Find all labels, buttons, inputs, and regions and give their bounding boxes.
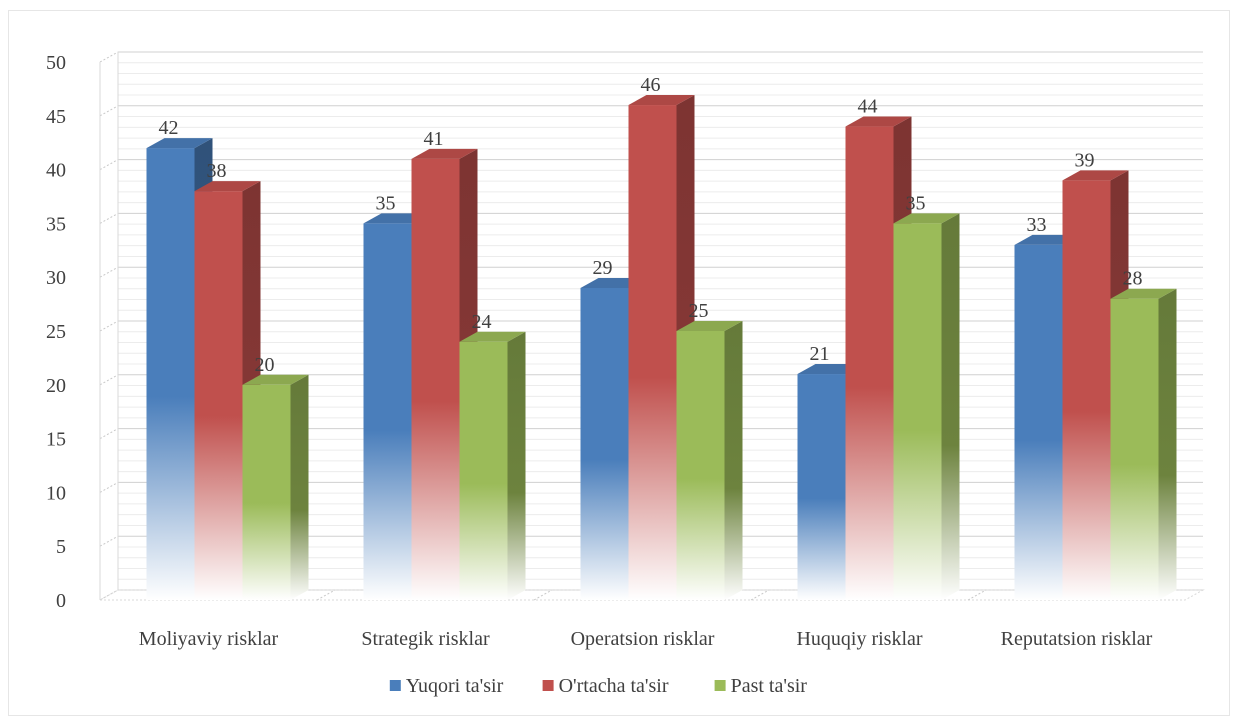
bar-front <box>676 331 725 600</box>
data-label: 35 <box>376 192 396 214</box>
bar-top <box>146 138 213 149</box>
category-divider <box>967 589 987 601</box>
bar-front <box>146 148 195 600</box>
gridline-depth <box>99 212 119 224</box>
bar <box>676 321 743 600</box>
legend: Yuqori ta'sir O'rtacha ta'sir Past ta'sir <box>389 675 808 697</box>
category-divider <box>533 589 553 601</box>
bar <box>459 331 526 600</box>
gridline-depth <box>99 374 119 386</box>
legend-swatch <box>714 680 726 691</box>
data-label: 42 <box>159 117 179 139</box>
legend-item: O'rtacha ta'sir <box>542 675 669 697</box>
bar-top <box>845 116 912 127</box>
y-tick-label: 30 <box>46 267 66 289</box>
bar-side <box>724 321 743 600</box>
data-label: 25 <box>689 300 709 322</box>
data-label: 35 <box>906 192 926 214</box>
bar-top <box>676 321 743 331</box>
axes: 0 5 10 15 20 25 30 35 40 45 50 Moliyaviy risklar Str… <box>46 52 1205 650</box>
data-label: 39 <box>1075 149 1095 171</box>
data-label: 41 <box>424 128 444 150</box>
x-tick-label: Strategik risklar <box>361 628 490 650</box>
bar-front <box>194 191 243 600</box>
legend-label: Past ta'sir <box>731 675 808 697</box>
bar-top <box>1110 288 1177 299</box>
gridline-depth <box>99 589 119 601</box>
bar-front <box>1062 180 1111 601</box>
bar-front <box>580 287 629 600</box>
bar <box>1110 288 1177 600</box>
x-tick-label: Moliyaviy risklar <box>139 628 279 650</box>
x-tick-label: Reputatsion risklar <box>1001 628 1153 650</box>
bar-front <box>797 374 846 600</box>
bar-side <box>290 374 309 600</box>
x-tick-label: Operatsion risklar <box>571 628 715 650</box>
bar-front <box>1014 244 1063 601</box>
bar-side <box>507 331 526 600</box>
y-tick-label: 45 <box>46 106 66 128</box>
data-label: 28 <box>1123 268 1143 290</box>
bar-side <box>1158 288 1177 600</box>
legend-swatch <box>542 680 554 691</box>
bar-top <box>411 148 478 159</box>
floor <box>98 589 1205 601</box>
bar-front <box>1110 298 1159 600</box>
y-tick-label: 10 <box>46 482 66 504</box>
gridline-depth <box>99 51 119 63</box>
bar-front <box>893 223 942 600</box>
x-tick-label: Huquqiy risklar <box>796 628 922 650</box>
category-divider <box>750 589 770 601</box>
bar <box>893 213 960 600</box>
bar-top <box>1062 170 1129 181</box>
bar-top <box>459 331 526 342</box>
data-labels: 42 38 20 35 41 24 29 46 25 21 44 35 33 39 28 <box>159 74 1143 376</box>
bar-front <box>242 384 291 600</box>
gridline-depth <box>99 428 119 440</box>
legend-item: Past ta'sir <box>714 675 808 697</box>
bar-side <box>941 213 960 600</box>
y-tick-label: 25 <box>46 321 66 343</box>
data-label: 46 <box>641 74 661 96</box>
bar-top <box>893 213 960 224</box>
category-divider <box>316 589 336 601</box>
bar-top <box>194 181 261 192</box>
y-tick-label: 50 <box>46 52 66 74</box>
legend-label: O'rtacha ta'sir <box>559 675 669 697</box>
data-label: 33 <box>1027 214 1047 236</box>
gridline-depth <box>99 535 119 547</box>
y-tick-label: 35 <box>46 213 66 235</box>
data-label: 29 <box>593 257 613 279</box>
bar-front <box>628 105 677 600</box>
bar-front <box>459 341 508 600</box>
legend-item: Yuqori ta'sir <box>389 675 504 697</box>
gridline-depth <box>99 266 119 278</box>
y-tick-label: 5 <box>56 536 66 558</box>
data-label: 24 <box>472 311 492 333</box>
gridline-depth <box>99 159 119 171</box>
bar-front <box>411 158 460 600</box>
data-label: 20 <box>255 354 275 376</box>
data-label: 44 <box>858 96 878 118</box>
y-tick-label: 0 <box>56 590 66 612</box>
bar <box>242 374 309 600</box>
legend-swatch <box>389 680 401 691</box>
y-tick-label: 40 <box>46 160 66 182</box>
bar-front <box>845 126 894 600</box>
bar-top <box>242 374 309 385</box>
data-label: 38 <box>207 160 227 182</box>
legend-label: Yuqori ta'sir <box>406 675 504 697</box>
gridline-depth <box>99 481 119 493</box>
gridline-depth <box>99 320 119 332</box>
bar-front <box>363 223 412 600</box>
data-label: 21 <box>810 343 830 365</box>
y-tick-label: 20 <box>46 375 66 397</box>
bars <box>146 95 1177 601</box>
gridline-depth <box>99 105 119 117</box>
bar-top <box>628 95 695 106</box>
y-tick-label: 15 <box>46 429 66 451</box>
